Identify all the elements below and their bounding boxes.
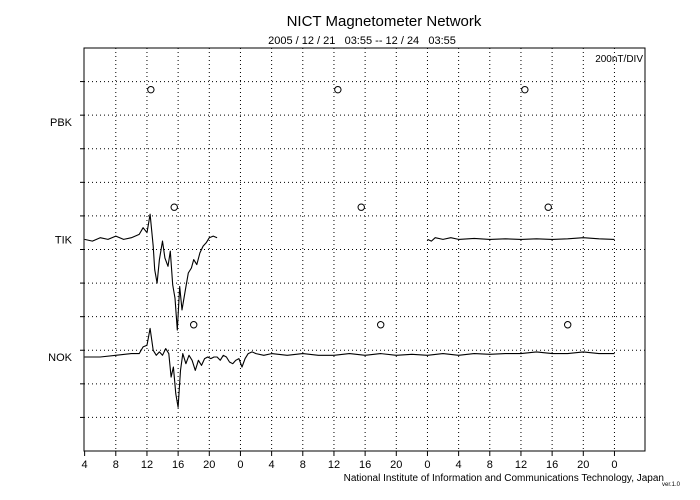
noon-marker-pbk [147,85,155,94]
noon-marker-tik [357,203,365,211]
noon-marker-nok [564,321,572,329]
noon-marker-nok [190,321,198,329]
chart-title: NICT Magnetometer Network [287,13,482,30]
x-tick-label: 0 [237,459,243,471]
x-tick-label: 16 [359,459,371,471]
noon-marker-tik [544,203,552,211]
trace-tik [84,213,218,331]
x-tick-label: 20 [577,459,589,471]
station-label-nok: NOK [48,352,73,364]
noon-marker-nok [377,321,385,329]
chart-subtitle: 2005 / 12 / 21 03:55 -- 12 / 24 03:55 [268,35,456,47]
x-tick-label: 12 [141,459,153,471]
local-noon-markers [147,85,572,329]
x-tick-label: 16 [172,459,184,471]
x-tick-label: 8 [300,459,306,471]
x-tick-label: 12 [328,459,340,471]
trace-nok [84,327,615,408]
plot-frame [83,47,646,452]
x-tick-label: 4 [269,459,275,471]
station-labels: PBK TIK NOK [48,117,73,364]
station-label-pbk: PBK [50,117,73,129]
x-tick-label: 0 [424,459,430,471]
station-traces [84,213,615,408]
credit-version-tag: ver.1.0 [662,482,681,488]
x-tick-label: 20 [390,459,402,471]
x-tick-label: 16 [546,459,558,471]
noon-marker-pbk [334,85,342,94]
credit-text: National Institute of Information and Co… [344,473,664,484]
x-tick-label: 0 [611,459,617,471]
scale-label: 200nT/DIV [595,54,643,65]
x-tick-label: 8 [487,459,493,471]
noon-marker-tik [170,203,178,211]
x-tick-label: 8 [113,459,119,471]
trace-tik [427,237,615,242]
x-tick-label: 12 [515,459,527,471]
plot-grid [80,48,645,451]
noon-marker-pbk [521,85,529,94]
station-label-tik: TIK [55,234,73,246]
x-tick-label: 20 [203,459,215,471]
x-tick-label: 4 [456,459,462,471]
x-axis-ticks: 4 8 12 16 20 0 4 8 12 16 20 0 4 8 12 16 20 0 [82,451,618,471]
x-tick-label: 4 [82,459,88,471]
